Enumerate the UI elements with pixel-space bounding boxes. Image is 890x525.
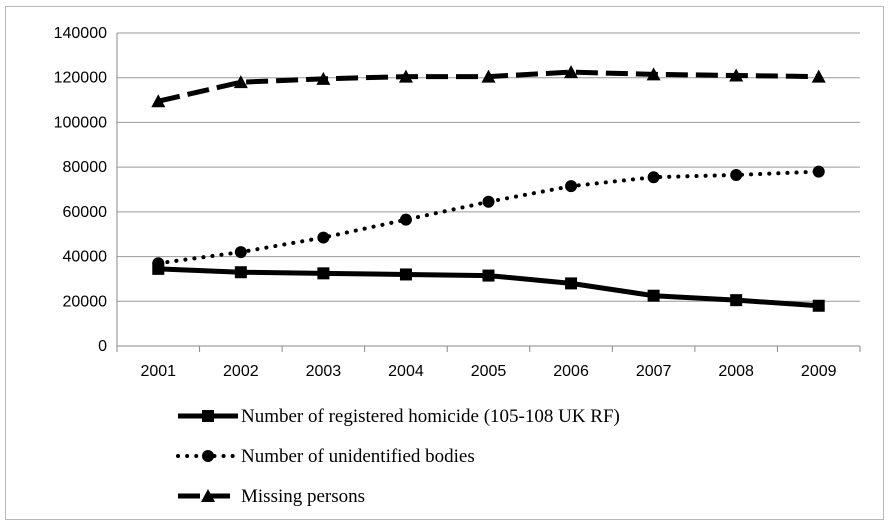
legend-label: Number of registered homicide (105-108 U… (241, 406, 620, 427)
data-point (152, 257, 165, 270)
x-tick-label: 2008 (718, 363, 754, 380)
x-tick-label: 2002 (223, 363, 259, 380)
legend-item: Number of registered homicide (105-108 U… (178, 406, 620, 427)
y-tick-label: 60000 (63, 204, 108, 221)
x-tick-label: 2006 (553, 363, 589, 380)
data-point (564, 65, 579, 79)
data-point (317, 267, 330, 280)
line-chart: 0 20000 40000 60000 80000 100000 120000 140000 2… (54, 25, 861, 507)
y-tick-label: 140000 (54, 25, 107, 42)
series-square (152, 262, 825, 312)
chart-frame: 0 20000 40000 60000 80000 100000 120000 140000 2… (5, 6, 884, 520)
x-tick-label: 2004 (388, 363, 424, 380)
x-tick-label: 2007 (636, 363, 672, 380)
data-point (482, 195, 495, 208)
data-point (812, 299, 825, 312)
data-point (811, 69, 826, 83)
series-triangle (151, 65, 826, 108)
legend-marker (202, 450, 214, 462)
legend-label: Missing persons (241, 486, 365, 507)
y-tick-label: 20000 (63, 293, 108, 310)
data-point (234, 246, 247, 259)
data-point (565, 180, 578, 193)
y-tick-label: 120000 (54, 70, 107, 87)
data-point (647, 289, 660, 302)
legend-item: Number of unidentified bodies (176, 446, 475, 467)
data-point (730, 168, 743, 181)
y-tick-label: 40000 (63, 249, 108, 266)
data-point (398, 69, 413, 83)
x-tick-label: 2005 (471, 363, 507, 380)
data-point (647, 171, 660, 184)
y-tick-label: 0 (98, 338, 107, 355)
data-point (812, 165, 825, 178)
data-point (399, 213, 412, 226)
x-tick-label: 2003 (306, 363, 342, 380)
legend-label: Number of unidentified bodies (241, 446, 475, 467)
series-line (156, 169, 821, 266)
x-tick-label: 2001 (140, 363, 176, 380)
y-tick-label: 80000 (63, 159, 108, 176)
data-point (482, 269, 495, 282)
legend-item: Missing persons (178, 486, 365, 507)
x-tick-label: 2009 (801, 363, 837, 380)
data-point (399, 268, 412, 281)
y-tick-label: 100000 (54, 114, 107, 131)
data-point (565, 277, 578, 290)
legend-marker (201, 489, 215, 502)
data-point (151, 94, 166, 108)
data-point (730, 294, 743, 307)
data-point (646, 67, 661, 81)
data-point (481, 69, 496, 83)
series-circle (152, 165, 825, 270)
data-point (316, 71, 331, 85)
data-point (317, 231, 330, 244)
data-point (233, 75, 248, 89)
legend-marker (202, 410, 214, 422)
data-point (729, 68, 744, 82)
data-point (234, 266, 247, 279)
